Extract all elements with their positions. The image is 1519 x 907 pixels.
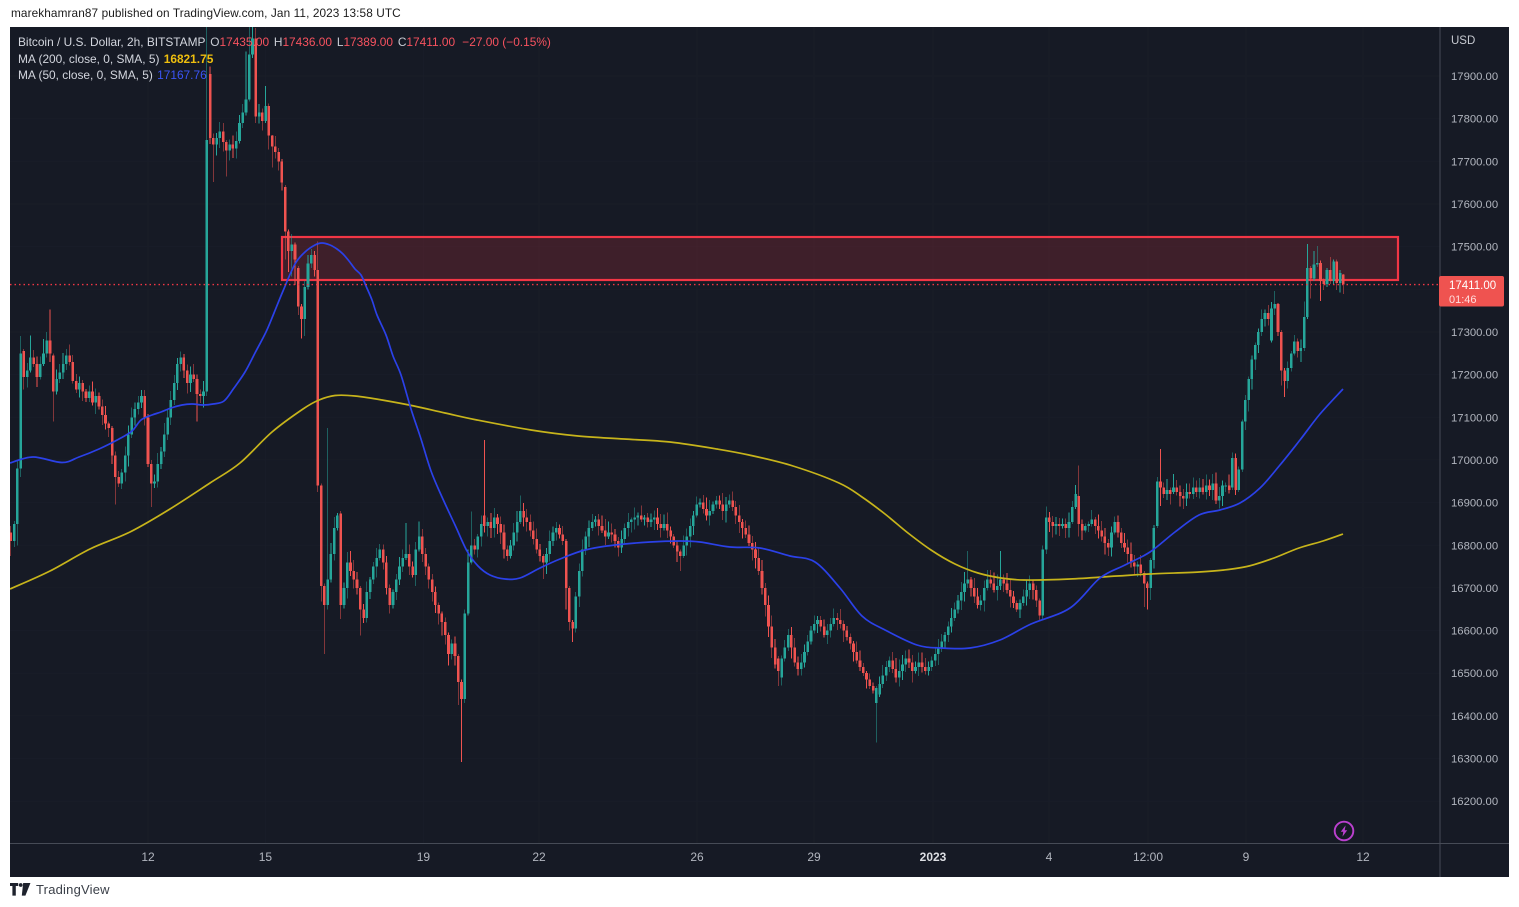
svg-text:17600.00: 17600.00 <box>1451 199 1498 211</box>
svg-text:12: 12 <box>141 850 155 864</box>
svg-text:4: 4 <box>1046 850 1053 864</box>
svg-text:01:46: 01:46 <box>1449 294 1477 306</box>
svg-text:9: 9 <box>1243 850 1250 864</box>
svg-text:17800.00: 17800.00 <box>1451 114 1498 126</box>
svg-text:16400.00: 16400.00 <box>1451 711 1498 723</box>
svg-text:USD: USD <box>1451 35 1475 47</box>
svg-text:15: 15 <box>259 850 273 864</box>
svg-text:12:00: 12:00 <box>1133 850 1163 864</box>
svg-text:16600.00: 16600.00 <box>1451 626 1498 638</box>
svg-text:17411.00: 17411.00 <box>1449 280 1496 292</box>
svg-text:16200.00: 16200.00 <box>1451 796 1498 808</box>
svg-text:16900.00: 16900.00 <box>1451 498 1498 510</box>
svg-text:16700.00: 16700.00 <box>1451 583 1498 595</box>
svg-text:2023: 2023 <box>920 850 947 864</box>
svg-text:17700.00: 17700.00 <box>1451 156 1498 168</box>
svg-text:16500.00: 16500.00 <box>1451 668 1498 680</box>
svg-text:17000.00: 17000.00 <box>1451 455 1498 467</box>
svg-text:12: 12 <box>1356 850 1370 864</box>
svg-text:17200.00: 17200.00 <box>1451 370 1498 382</box>
svg-text:16300.00: 16300.00 <box>1451 754 1498 766</box>
svg-text:16800.00: 16800.00 <box>1451 540 1498 552</box>
svg-text:17900.00: 17900.00 <box>1451 71 1498 83</box>
svg-text:29: 29 <box>807 850 821 864</box>
svg-text:19: 19 <box>417 850 431 864</box>
svg-text:17300.00: 17300.00 <box>1451 327 1498 339</box>
svg-text:26: 26 <box>690 850 704 864</box>
svg-text:17100.00: 17100.00 <box>1451 412 1498 424</box>
svg-text:17500.00: 17500.00 <box>1451 242 1498 254</box>
svg-text:22: 22 <box>532 850 546 864</box>
